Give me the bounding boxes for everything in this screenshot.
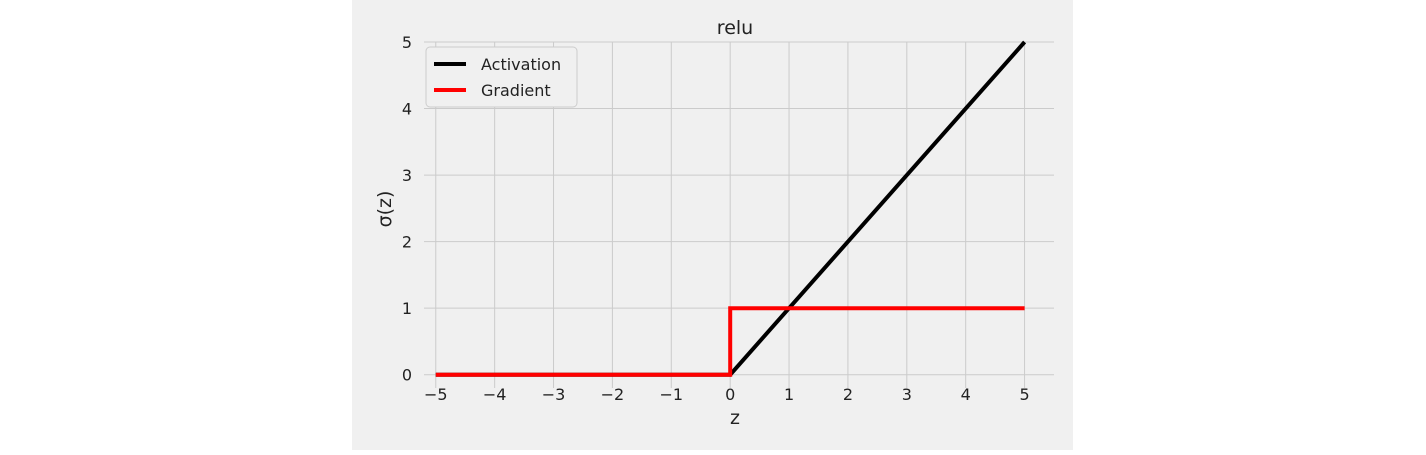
y-tick-label: 1 — [402, 299, 412, 318]
x-axis-title: z — [730, 407, 740, 429]
x-tick-label: 4 — [961, 385, 971, 404]
x-tick-label: 0 — [725, 385, 735, 404]
x-tick-label: 3 — [902, 385, 912, 404]
x-tick-label: −2 — [601, 385, 625, 404]
y-tick-label: 3 — [402, 166, 412, 185]
chart-title: relu — [717, 17, 753, 39]
x-tick-label: 5 — [1019, 385, 1029, 404]
chart-figure: −5 −4 −3 −2 −1 0 1 2 3 4 5 0 1 2 3 4 5 relu z σ(z) Acti… — [352, 0, 1073, 450]
series-lines — [435, 40, 1027, 377]
x-tick-label: −1 — [659, 385, 683, 404]
x-tick-label: 1 — [784, 385, 794, 404]
x-tick-label: −5 — [424, 385, 448, 404]
y-tick-label: 0 — [402, 366, 412, 385]
x-tick-labels: −5 −4 −3 −2 −1 0 1 2 3 4 5 — [424, 385, 1030, 404]
y-axis-title: σ(z) — [374, 191, 396, 228]
legend-label-gradient: Gradient — [481, 81, 551, 100]
x-tick-label: 2 — [843, 385, 853, 404]
series-line-gradient — [435, 306, 1025, 377]
legend-label-activation: Activation — [481, 55, 561, 74]
y-tick-labels: 0 1 2 3 4 5 — [402, 33, 412, 385]
relu-chart: −5 −4 −3 −2 −1 0 1 2 3 4 5 0 1 2 3 4 5 relu z σ(z) Acti… — [374, 17, 1054, 429]
y-tick-label: 5 — [402, 33, 412, 52]
y-tick-label: 4 — [402, 100, 412, 119]
x-tick-label: −4 — [483, 385, 507, 404]
y-tick-label: 2 — [402, 233, 412, 252]
legend: Activation Gradient — [425, 46, 578, 108]
x-tick-label: −3 — [542, 385, 566, 404]
